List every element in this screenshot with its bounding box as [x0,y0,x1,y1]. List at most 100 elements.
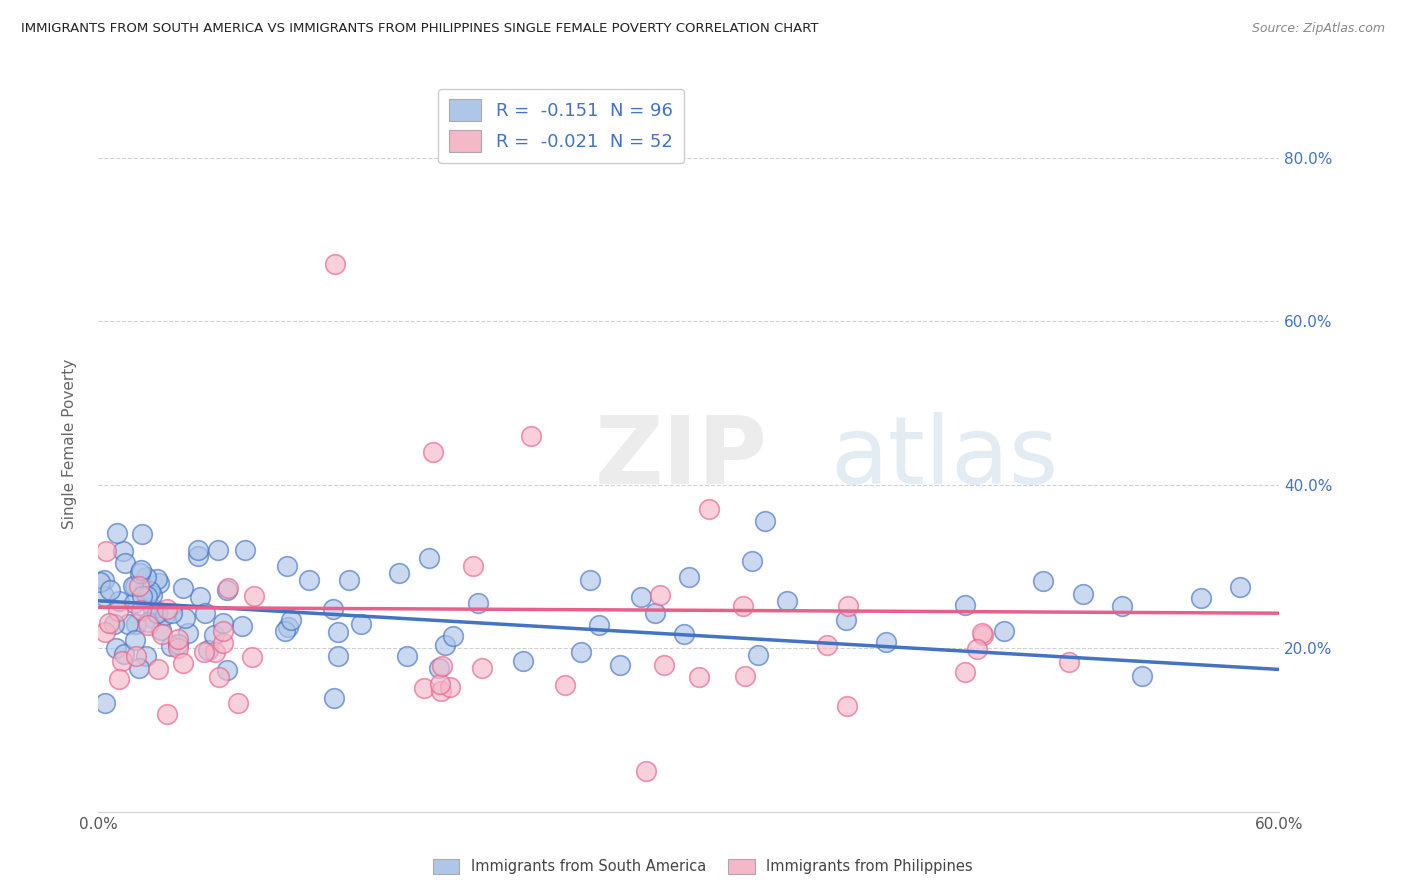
Point [972,627,994,641]
Point [554,678,576,692]
Point [177,625,200,640]
Point [418,551,440,566]
Point [187,549,209,563]
Point [734,669,756,683]
Point [211,624,233,638]
Point [138,583,160,598]
Point [167,641,190,656]
Point [107,604,129,618]
Point [194,606,217,620]
Point [208,670,231,684]
Point [172,581,194,595]
Point [328,649,350,664]
Point [124,633,146,648]
Point [135,569,157,583]
Text: Source: ZipAtlas.com: Source: ZipAtlas.com [1251,22,1385,36]
Point [520,428,543,442]
Point [141,587,163,601]
Point [276,558,298,573]
Point [211,636,233,650]
Point [215,582,238,597]
Point [233,543,256,558]
Point [105,526,128,541]
Point [228,696,250,710]
Point [571,644,593,658]
Point [240,650,263,665]
Point [837,599,859,613]
Point [970,625,993,640]
Point [430,684,453,698]
Point [112,544,135,558]
Point [322,602,344,616]
Point [131,527,153,541]
Point [634,764,657,778]
Point [1189,591,1212,605]
Point [135,590,157,604]
Point [128,661,150,675]
Point [148,575,170,590]
Point [815,639,838,653]
Point [274,624,297,638]
Point [731,599,754,614]
Point [688,670,710,684]
Point [172,656,194,670]
Point [94,544,117,558]
Point [94,625,117,640]
Point [132,584,155,599]
Point [136,615,159,629]
Text: IMMIGRANTS FROM SOUTH AMERICA VS IMMIGRANTS FROM PHILIPPINES SINGLE FEMALE POVER: IMMIGRANTS FROM SOUTH AMERICA VS IMMIGRA… [21,22,818,36]
Point [471,661,494,675]
Point [648,588,671,602]
Point [142,611,165,625]
Point [512,654,534,668]
Point [441,629,464,643]
Point [204,645,226,659]
Point [112,647,135,661]
Point [197,642,219,657]
Point [231,619,253,633]
Point [188,590,211,604]
Point [125,617,148,632]
Point [697,502,720,516]
Point [337,573,360,587]
Point [966,642,988,657]
Point [159,639,181,653]
Point [212,615,235,630]
Point [215,663,238,677]
Y-axis label: Single Female Poverty: Single Female Poverty [62,359,77,529]
Point [146,572,169,586]
Point [121,579,143,593]
Point [323,690,346,705]
Legend: R =  -0.151  N = 96, R =  -0.021  N = 52: R = -0.151 N = 96, R = -0.021 N = 52 [439,88,683,163]
Point [148,662,170,676]
Point [280,613,302,627]
Point [114,556,136,570]
Point [129,563,152,577]
Point [93,589,115,603]
Point [673,626,696,640]
Point [124,596,146,610]
Point [652,657,675,672]
Point [835,613,858,627]
Point [129,603,152,617]
Point [609,657,631,672]
Point [953,599,976,613]
Point [277,620,299,634]
Point [103,617,125,632]
Text: ZIP: ZIP [595,412,768,505]
Point [217,582,239,596]
Point [579,573,602,587]
Point [117,616,139,631]
Point [754,514,776,528]
Point [429,677,451,691]
Point [243,589,266,603]
Point [953,665,976,679]
Point [162,606,184,620]
Point [135,648,157,663]
Point [776,594,799,608]
Point [108,594,131,608]
Point [388,566,411,580]
Point [108,672,131,686]
Point [993,624,1015,638]
Point [150,627,173,641]
